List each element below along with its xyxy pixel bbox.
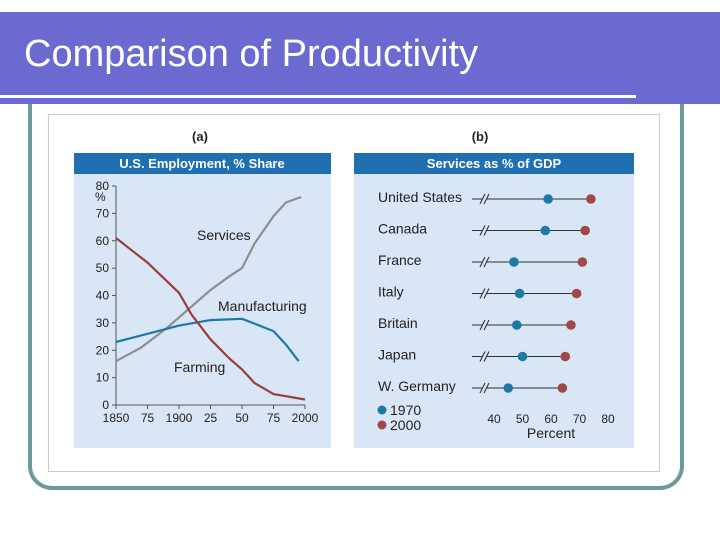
panel-b-legend: 1970 2000 bbox=[377, 402, 421, 433]
y-tick-label: 50 bbox=[96, 261, 110, 275]
panel-b-rows: United States Canada France Italy Britain Jap… bbox=[378, 189, 596, 394]
panel-b-title: Services as % of GDP bbox=[427, 156, 562, 171]
slide-title: Comparison of Productivity bbox=[24, 33, 479, 75]
x-tick-label: 50 bbox=[235, 411, 249, 425]
panel-a-y-unit: % bbox=[95, 190, 106, 204]
panel-b-header bbox=[354, 153, 634, 174]
legend-1970-marker bbox=[377, 405, 387, 415]
y-tick-label: 30 bbox=[96, 316, 110, 330]
panel-b-plot-area bbox=[354, 174, 634, 448]
y-tick-label: 20 bbox=[96, 343, 110, 357]
panel-a: (a) U.S. Employment, % Share % 0 10 20 30 40… bbox=[74, 129, 331, 448]
category-label: Italy bbox=[378, 284, 404, 300]
panel-b-ticks: 40 50 60 70 80 bbox=[487, 412, 615, 426]
series-line-manufacturing bbox=[115, 317, 300, 362]
point-2000 bbox=[580, 225, 590, 236]
panel-b-label: (b) bbox=[472, 129, 489, 144]
category-label: France bbox=[378, 252, 422, 268]
point-1970 bbox=[514, 288, 525, 299]
x-tick-label: 75 bbox=[141, 411, 155, 425]
point-2000 bbox=[560, 351, 571, 362]
category-label: W. Germany bbox=[378, 378, 456, 394]
series-label-manufacturing: Manufacturing bbox=[218, 298, 307, 314]
series-line-services bbox=[115, 195, 302, 363]
x-tick-label: 80 bbox=[601, 412, 615, 426]
x-tick-label: 2000 bbox=[292, 411, 319, 425]
point-1970 bbox=[503, 383, 514, 393]
series-line-farming bbox=[115, 237, 306, 401]
y-tick-label: 80 bbox=[96, 179, 110, 193]
title-divider bbox=[0, 95, 636, 98]
panel-b-x-label: Percent bbox=[527, 425, 575, 441]
point-1970 bbox=[509, 257, 519, 267]
y-tick-label: 10 bbox=[96, 371, 110, 385]
x-tick-label: 70 bbox=[573, 412, 587, 426]
x-tick-label: 1850 bbox=[103, 411, 130, 425]
category-label: Britain bbox=[378, 315, 418, 331]
legend-2000-label: 2000 bbox=[390, 417, 421, 433]
point-1970 bbox=[517, 351, 528, 362]
x-tick-label: 60 bbox=[544, 412, 558, 426]
axis-break-icon bbox=[479, 225, 490, 236]
axis-break-icon bbox=[479, 193, 490, 205]
category-label: Japan bbox=[378, 347, 416, 363]
y-tick-label: 70 bbox=[96, 206, 110, 220]
point-2000 bbox=[571, 288, 582, 299]
category-label: Canada bbox=[378, 221, 427, 237]
panel-a-title: U.S. Employment, % Share bbox=[119, 156, 284, 171]
point-1970 bbox=[512, 320, 522, 330]
point-2000 bbox=[557, 383, 568, 393]
legend-1970-label: 1970 bbox=[390, 402, 421, 418]
panel-a-header bbox=[74, 153, 331, 174]
panel-a-ticks: 0 10 20 30 40 50 60 70 80 1850 75 1900 25 50 75 2000 bbox=[96, 179, 319, 425]
slide-frame bbox=[28, 104, 684, 490]
axis-break-icon bbox=[479, 382, 490, 394]
series-label-farming: Farming bbox=[174, 359, 225, 375]
legend-2000-marker bbox=[377, 420, 387, 430]
slide-title-bar bbox=[0, 12, 720, 104]
x-tick-label: 1900 bbox=[166, 411, 193, 425]
series-label-services: Services bbox=[197, 227, 251, 243]
panel-a-plot-area bbox=[74, 174, 331, 448]
point-2000 bbox=[586, 194, 596, 204]
axis-break-icon bbox=[479, 256, 490, 268]
axis-break-icon bbox=[479, 288, 490, 299]
x-tick-label: 25 bbox=[204, 411, 218, 425]
point-1970 bbox=[540, 225, 551, 236]
axis-break-icon bbox=[479, 319, 490, 331]
x-tick-label: 50 bbox=[516, 412, 530, 426]
category-label: United States bbox=[378, 189, 462, 205]
point-1970 bbox=[543, 194, 553, 204]
y-tick-label: 0 bbox=[102, 398, 109, 412]
panel-a-label: (a) bbox=[192, 129, 208, 144]
axis-break-icon bbox=[479, 351, 490, 362]
point-2000 bbox=[566, 320, 576, 330]
panel-b: (b) Services as % of GDP United States Ca… bbox=[354, 129, 634, 448]
y-tick-label: 60 bbox=[96, 234, 110, 248]
y-tick-label: 40 bbox=[96, 289, 110, 303]
x-tick-label: 75 bbox=[267, 411, 281, 425]
x-tick-label: 40 bbox=[487, 412, 501, 426]
point-2000 bbox=[577, 257, 588, 267]
panel-a-series bbox=[115, 195, 306, 401]
